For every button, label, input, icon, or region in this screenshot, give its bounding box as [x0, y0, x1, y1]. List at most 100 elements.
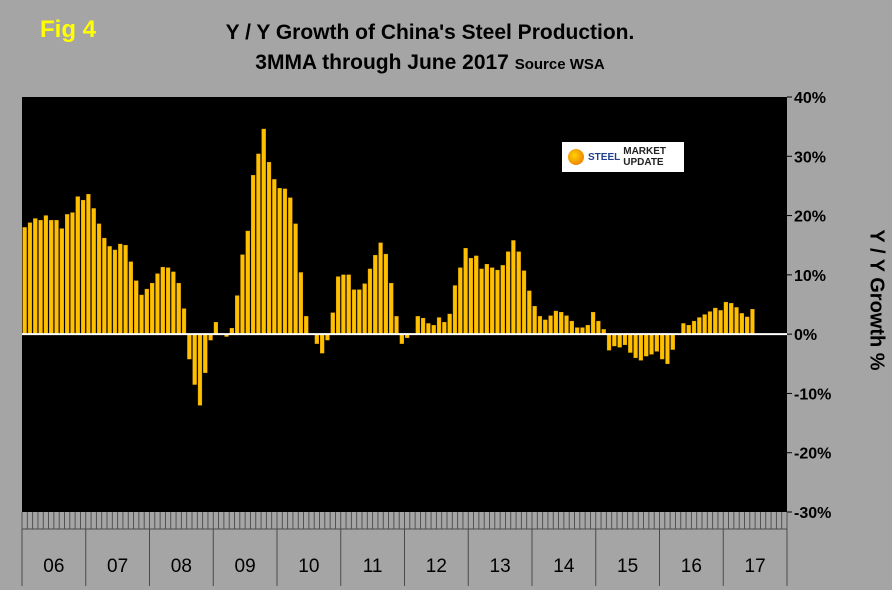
- y-tick-label: 30%: [794, 149, 826, 166]
- x-year-label: 12: [426, 556, 447, 577]
- bar: [681, 323, 686, 335]
- bar: [739, 313, 744, 335]
- bar: [495, 269, 500, 335]
- bar: [43, 215, 49, 335]
- bar: [543, 319, 548, 335]
- bar: [250, 175, 256, 335]
- y-tick-label: 40%: [794, 90, 826, 107]
- bar: [187, 333, 192, 360]
- bar: [383, 253, 389, 335]
- bar: [282, 188, 288, 335]
- bar: [298, 272, 304, 335]
- bar: [447, 313, 452, 335]
- bar: [134, 280, 139, 335]
- bar: [484, 263, 489, 335]
- bar: [107, 246, 112, 335]
- bar: [548, 315, 553, 335]
- bar: [176, 282, 181, 335]
- bar: [277, 188, 282, 335]
- bar: [399, 333, 404, 344]
- bar: [585, 325, 590, 335]
- bar: [144, 288, 149, 335]
- bar: [240, 254, 245, 335]
- bar: [596, 320, 601, 335]
- bar: [181, 308, 187, 335]
- bar: [86, 194, 91, 335]
- bar: [559, 312, 564, 335]
- bar: [341, 274, 346, 335]
- bar: [362, 283, 367, 335]
- x-year-label: 14: [553, 556, 575, 577]
- bar: [569, 320, 574, 335]
- bar: [697, 317, 702, 335]
- bar: [150, 282, 155, 335]
- logo-swirl-icon: [568, 149, 584, 165]
- bar: [160, 266, 165, 335]
- bar: [452, 285, 458, 335]
- bar: [458, 267, 463, 335]
- bar: [553, 310, 559, 335]
- x-year-label: 06: [43, 556, 64, 577]
- bar: [734, 307, 739, 335]
- y-axis-ticks: 40% 30% 20% 10% 0% -10% -20% -30%: [787, 90, 831, 522]
- x-year-label: 13: [490, 556, 511, 577]
- bar: [612, 333, 617, 347]
- bar: [479, 268, 484, 335]
- bar: [155, 273, 160, 335]
- bar: [33, 218, 38, 335]
- bar: [638, 333, 644, 361]
- bar: [511, 240, 516, 335]
- bar: [707, 311, 713, 335]
- bar: [527, 290, 532, 335]
- bar: [750, 309, 755, 335]
- bar: [96, 223, 102, 335]
- bar: [649, 333, 654, 355]
- bar: [320, 333, 325, 354]
- bar: [516, 251, 521, 335]
- bar: [266, 162, 272, 335]
- bar: [426, 323, 431, 335]
- bar: [490, 267, 495, 335]
- chart-title: Y / Y Growth of China's Steel Production…: [170, 18, 690, 80]
- bar: [245, 230, 250, 335]
- bar: [165, 267, 171, 335]
- logo-word-market-update: MARKET UPDATE: [623, 146, 667, 168]
- bar: [256, 153, 261, 335]
- bar: [660, 333, 665, 360]
- figure-label: Fig 4: [40, 16, 97, 43]
- bar: [468, 258, 474, 335]
- bar: [102, 237, 107, 335]
- bar: [171, 271, 176, 335]
- bar: [617, 333, 622, 348]
- bar: [378, 242, 383, 335]
- bar: [532, 306, 537, 335]
- x-year-label: 11: [363, 556, 383, 577]
- bar: [670, 333, 675, 350]
- bar: [606, 333, 612, 351]
- bar: [272, 179, 277, 335]
- bar: [590, 312, 596, 335]
- bar: [65, 214, 70, 335]
- bar: [112, 249, 118, 335]
- chart-subtitle: 3MMA through June 2017: [255, 51, 509, 74]
- bar: [59, 228, 64, 335]
- x-year-label: 16: [681, 556, 702, 577]
- y-tick-label: -20%: [794, 446, 831, 463]
- bar: [564, 315, 569, 335]
- bar: [335, 276, 341, 335]
- bar: [628, 333, 633, 353]
- steel-market-update-logo: STEEL MARKET UPDATE: [562, 142, 684, 172]
- bar: [128, 261, 134, 335]
- bar: [192, 333, 197, 385]
- bar: [118, 243, 123, 335]
- logo-word-steel: STEEL: [588, 151, 621, 163]
- chart-title-line1: Y / Y Growth of China's Steel Production…: [225, 21, 635, 44]
- bar: [633, 333, 638, 359]
- bar: [702, 314, 707, 335]
- bar: [622, 333, 628, 346]
- bar: [54, 220, 59, 335]
- bar: [389, 282, 394, 335]
- bar: [261, 128, 266, 335]
- bar: [537, 316, 543, 335]
- bar: [373, 255, 378, 335]
